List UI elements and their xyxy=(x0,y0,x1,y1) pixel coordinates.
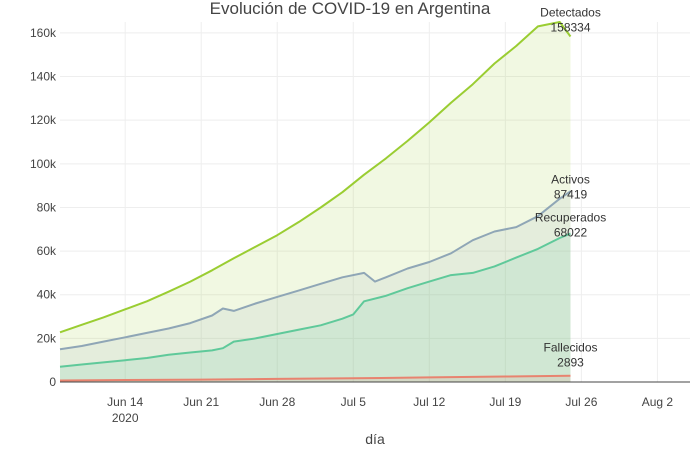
x-tick-label: Jun 14 xyxy=(107,395,143,409)
y-tick-label: 20k xyxy=(37,331,57,345)
line-detectados xyxy=(59,21,572,334)
y-tick-label: 0 xyxy=(49,375,56,389)
y-tick-label: 100k xyxy=(30,157,57,171)
x-tick-label: Jul 5 xyxy=(341,395,367,409)
x-tick-label: Jul 19 xyxy=(489,395,521,409)
x-axis-ticks: Jun 14 2020 Jun 21 Jun 28 Jul 5 Jul 12 Jul 19 J… xyxy=(107,395,673,425)
x-tick-label: Jun 21 xyxy=(183,395,219,409)
y-tick-label: 60k xyxy=(37,244,57,258)
annotation-name-fallecidos: Fallecidos xyxy=(544,341,598,355)
annotation-value-activos: 87419 xyxy=(554,187,588,201)
series-area-fills xyxy=(60,22,571,382)
annotation-name-recuperados: Recuperados xyxy=(535,211,606,225)
y-axis-ticks: 0 20k 40k 60k 80k 100k 120k 140k 160k xyxy=(30,26,57,389)
y-tick-label: 160k xyxy=(30,26,57,40)
area-fill-recuperados xyxy=(60,233,571,382)
y-tick-label: 120k xyxy=(30,113,57,127)
annotation-value-recuperados: 68022 xyxy=(554,226,588,240)
x-tick-label: Jul 12 xyxy=(413,395,445,409)
y-tick-label: 80k xyxy=(37,200,57,214)
chart-title: Evolución de COVID-19 en Argentina xyxy=(210,0,491,18)
x-tick-label: Jun 28 xyxy=(259,395,295,409)
annotation-value-fallecidos: 2893 xyxy=(557,356,584,370)
annotation-name-detectados: Detectados xyxy=(540,6,601,20)
x-axis-label: día xyxy=(365,431,385,447)
annotation-name-activos: Activos xyxy=(551,172,590,186)
y-tick-label: 40k xyxy=(37,288,57,302)
x-tick-label: Aug 2 xyxy=(642,395,674,409)
grid-lines xyxy=(60,22,690,382)
line-activos xyxy=(59,190,572,351)
x-tick-sublabel: 2020 xyxy=(112,411,139,425)
x-tick-label: Jul 26 xyxy=(565,395,597,409)
annotation-value-detectados: 158334 xyxy=(550,21,590,35)
area-fill-activos xyxy=(60,191,571,382)
area-fill-detectados xyxy=(60,22,571,382)
y-tick-label: 140k xyxy=(30,70,57,84)
line-recuperados xyxy=(59,232,571,368)
line-fallecidos xyxy=(59,374,571,382)
series-lines xyxy=(59,21,572,382)
